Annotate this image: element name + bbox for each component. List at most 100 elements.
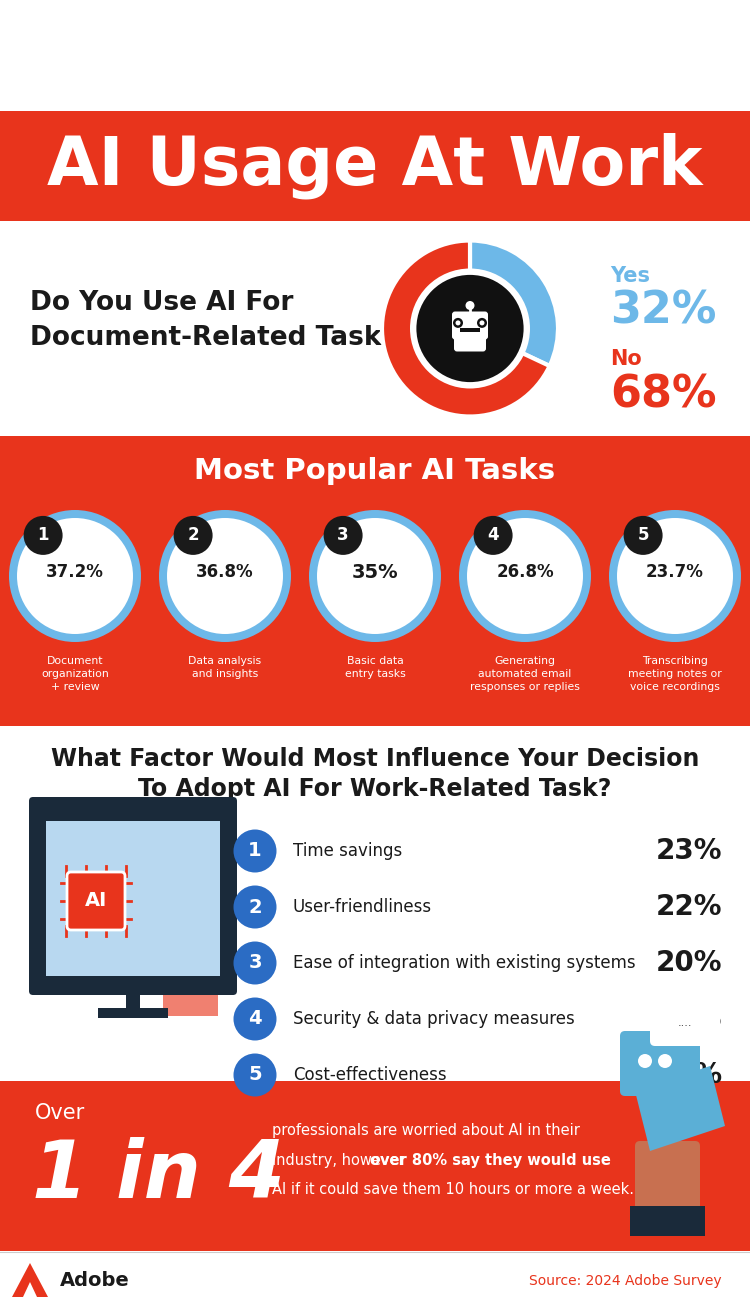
Circle shape (233, 998, 277, 1041)
Text: User-friendliness: User-friendliness (293, 898, 432, 916)
Circle shape (233, 1054, 277, 1096)
Circle shape (23, 517, 62, 555)
Text: What Factor Would Most Influence Your Decision
To Adopt AI For Work-Related Task: What Factor Would Most Influence Your De… (51, 747, 699, 801)
Bar (460, 328, 480, 332)
Text: Security & data privacy measures: Security & data privacy measures (293, 1009, 574, 1028)
Text: 23.7%: 23.7% (646, 562, 704, 581)
Circle shape (17, 518, 133, 635)
FancyBboxPatch shape (620, 1030, 700, 1096)
Circle shape (479, 320, 484, 325)
Text: Document
organization
+ review: Document organization + review (41, 656, 109, 692)
Text: 5: 5 (248, 1066, 262, 1084)
Circle shape (173, 517, 212, 555)
Circle shape (467, 518, 583, 635)
Bar (178, 895, 223, 971)
Circle shape (658, 1054, 672, 1068)
FancyBboxPatch shape (452, 312, 488, 340)
Text: Most Popular AI Tasks: Most Popular AI Tasks (194, 458, 556, 485)
Polygon shape (635, 1066, 725, 1151)
Text: 3: 3 (338, 527, 349, 544)
Circle shape (233, 941, 277, 985)
Circle shape (9, 510, 141, 642)
Circle shape (159, 510, 291, 642)
FancyBboxPatch shape (67, 872, 125, 929)
Text: 17%: 17% (656, 1006, 722, 1033)
Text: 1: 1 (38, 527, 49, 544)
Text: No: No (610, 349, 642, 368)
Text: Time savings: Time savings (293, 842, 402, 860)
Circle shape (167, 518, 283, 635)
Bar (0, 1251, 750, 1311)
Text: 2: 2 (188, 527, 199, 544)
Bar (0, 726, 750, 1082)
Wedge shape (382, 240, 550, 417)
Text: 37.2%: 37.2% (46, 562, 104, 581)
Circle shape (453, 317, 463, 328)
Text: 26.8%: 26.8% (496, 562, 554, 581)
Bar (630, 1206, 705, 1236)
Text: 5: 5 (638, 527, 649, 544)
Circle shape (317, 518, 433, 635)
Text: professionals are worried about AI in their: professionals are worried about AI in th… (272, 1124, 580, 1138)
Text: 3: 3 (248, 953, 262, 973)
Circle shape (609, 510, 741, 642)
Text: Over: Over (35, 1103, 86, 1124)
Text: AI: AI (85, 891, 107, 911)
Text: Ease of integration with existing systems: Ease of integration with existing system… (293, 954, 635, 971)
Polygon shape (23, 1282, 37, 1297)
Text: Generating
automated email
responses or replies: Generating automated email responses or … (470, 656, 580, 692)
Text: Transcribing
meeting notes or
voice recordings: Transcribing meeting notes or voice reco… (628, 656, 722, 692)
Text: Adobe: Adobe (60, 1272, 130, 1290)
FancyBboxPatch shape (454, 334, 486, 351)
Bar (163, 906, 218, 1016)
FancyBboxPatch shape (29, 797, 237, 995)
Text: 7%: 7% (675, 1061, 722, 1089)
Bar (126, 986, 140, 1011)
Circle shape (415, 274, 525, 384)
Bar (46, 821, 220, 975)
Circle shape (477, 317, 487, 328)
Wedge shape (470, 240, 558, 366)
Text: Do You Use AI For
Document-Related Tasks?: Do You Use AI For Document-Related Tasks… (30, 290, 412, 351)
FancyBboxPatch shape (635, 1141, 700, 1231)
Text: Yes: Yes (610, 266, 650, 287)
Text: 22%: 22% (656, 893, 722, 922)
Text: Source: 2024 Adobe Survey: Source: 2024 Adobe Survey (530, 1274, 722, 1287)
Polygon shape (12, 1262, 48, 1297)
Bar (0, 111, 750, 222)
Circle shape (638, 1054, 652, 1068)
Text: 68%: 68% (610, 374, 716, 416)
FancyBboxPatch shape (650, 1002, 720, 1046)
Circle shape (233, 885, 277, 928)
Bar (0, 222, 750, 437)
Text: 32%: 32% (610, 288, 716, 332)
Text: AI Usage At Work: AI Usage At Work (47, 132, 703, 199)
Circle shape (323, 517, 362, 555)
Text: Cost-effectiveness: Cost-effectiveness (293, 1066, 447, 1084)
Text: AI if it could save them 10 hours or more a week.: AI if it could save them 10 hours or mor… (272, 1183, 634, 1197)
Text: 20%: 20% (656, 949, 722, 977)
Text: Data analysis
and insights: Data analysis and insights (188, 656, 262, 679)
Text: over 80% say they would use: over 80% say they would use (370, 1152, 610, 1168)
Text: industry, however: industry, however (272, 1152, 410, 1168)
Text: 4: 4 (248, 1009, 262, 1029)
Circle shape (623, 517, 662, 555)
Text: 36.8%: 36.8% (196, 562, 254, 581)
Text: 35%: 35% (352, 562, 398, 582)
Text: ....: .... (678, 1019, 692, 1028)
Text: 1: 1 (248, 842, 262, 860)
Text: 4: 4 (488, 527, 499, 544)
Text: 1 in 4: 1 in 4 (32, 1137, 285, 1215)
Circle shape (410, 269, 530, 388)
Text: 2: 2 (248, 898, 262, 916)
Text: Basic data
entry tasks: Basic data entry tasks (344, 656, 405, 679)
Text: 23%: 23% (656, 836, 722, 865)
Circle shape (617, 518, 733, 635)
Circle shape (466, 302, 475, 309)
Bar (0, 1082, 750, 1251)
Circle shape (309, 510, 441, 642)
Circle shape (459, 510, 591, 642)
Circle shape (455, 320, 460, 325)
Bar (0, 437, 750, 726)
Bar (98, 1008, 168, 1019)
